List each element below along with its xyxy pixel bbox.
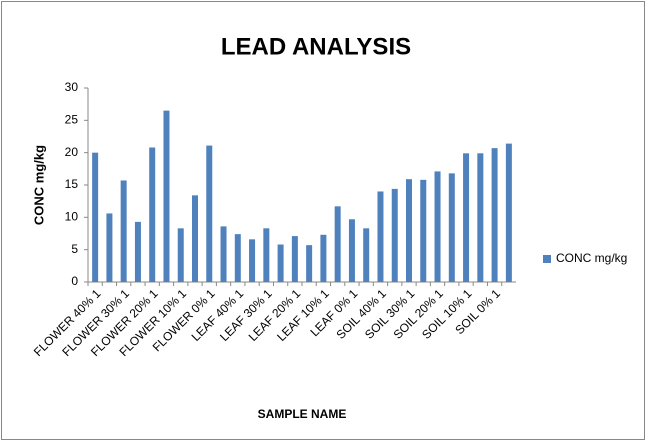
bar [491,148,498,282]
bar [505,143,512,282]
x-axis-label: SAMPLE NAME [258,407,347,421]
bar [391,188,398,282]
y-tick-label: 5 [71,242,78,256]
bar [134,221,141,282]
y-tick-label: 20 [65,145,79,159]
bar [263,228,270,282]
bar [406,179,412,282]
y-tick-label: 0 [71,274,78,288]
bar [306,245,313,282]
bar [277,244,284,282]
y-tick-label: 30 [65,80,79,94]
bar [234,234,241,282]
chart-title: LEAD ANALYSIS [221,33,411,60]
bar [92,152,99,282]
y-axis-label: CONC mg/kg [31,145,46,225]
bar [291,236,298,282]
y-tick-label: 10 [65,210,79,224]
bar [249,239,256,282]
y-tick-label: 15 [65,177,79,191]
bar [334,206,341,282]
bar [434,171,441,282]
bar [177,228,184,282]
legend-swatch [543,255,551,263]
legend-label: CONC mg/kg [556,251,627,265]
bar [463,153,470,282]
bar [448,173,455,282]
bar [163,110,170,282]
bar [377,191,384,282]
bar [363,228,370,282]
bar [348,219,355,282]
bar [149,147,156,282]
y-tick-label: 25 [65,113,79,127]
bar [120,180,127,282]
bar [192,195,198,282]
bar [320,234,327,282]
bar [420,179,427,282]
bar [106,213,113,282]
bar [220,226,227,282]
bar [477,153,484,282]
bar [206,145,213,282]
